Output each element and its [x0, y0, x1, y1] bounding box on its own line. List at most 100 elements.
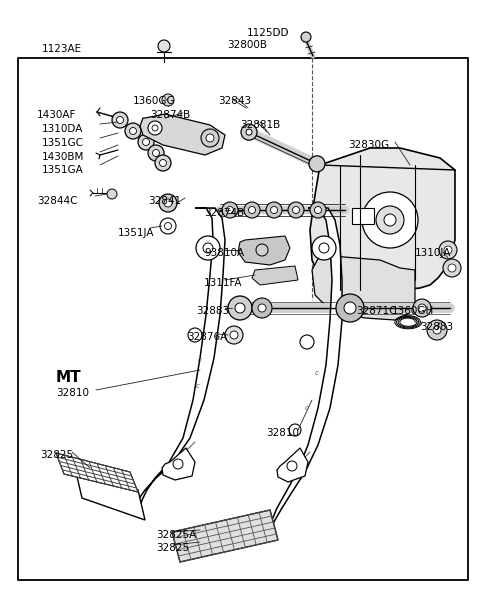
Circle shape: [112, 112, 128, 128]
Text: 32874B: 32874B: [204, 208, 244, 218]
Circle shape: [301, 32, 311, 42]
Circle shape: [266, 202, 282, 218]
Circle shape: [252, 298, 272, 318]
Polygon shape: [310, 148, 455, 295]
Text: 32800B: 32800B: [227, 40, 267, 50]
Text: 1430AF: 1430AF: [37, 110, 76, 120]
Circle shape: [143, 139, 149, 146]
Circle shape: [201, 129, 219, 147]
Circle shape: [413, 299, 431, 317]
Text: 1360GG: 1360GG: [133, 96, 176, 106]
Text: 32876A: 32876A: [187, 332, 227, 342]
Circle shape: [152, 125, 158, 131]
Circle shape: [314, 206, 322, 214]
Circle shape: [241, 124, 257, 140]
Circle shape: [362, 192, 418, 248]
Circle shape: [225, 326, 243, 344]
Text: 1351GA: 1351GA: [42, 165, 84, 175]
Circle shape: [418, 304, 426, 312]
Circle shape: [125, 123, 141, 139]
Circle shape: [173, 459, 183, 469]
Text: 1430BM: 1430BM: [42, 152, 84, 162]
Text: 32825: 32825: [156, 543, 189, 553]
Circle shape: [288, 202, 304, 218]
Text: c: c: [198, 357, 202, 363]
Circle shape: [336, 294, 364, 322]
Text: 32810: 32810: [56, 388, 89, 398]
Text: 93810A: 93810A: [204, 248, 244, 258]
Text: 32874B: 32874B: [150, 110, 190, 120]
Circle shape: [292, 206, 300, 214]
Circle shape: [433, 326, 441, 334]
Circle shape: [384, 214, 396, 226]
Text: 1310JA: 1310JA: [415, 248, 451, 258]
Circle shape: [148, 121, 162, 135]
Circle shape: [448, 264, 456, 272]
Circle shape: [256, 244, 268, 256]
Polygon shape: [132, 208, 225, 515]
Circle shape: [439, 241, 457, 259]
Text: c: c: [305, 405, 309, 411]
Circle shape: [138, 134, 154, 150]
Circle shape: [162, 94, 174, 106]
Circle shape: [427, 320, 447, 340]
Bar: [352, 208, 374, 224]
Polygon shape: [312, 255, 415, 320]
Text: 32830G: 32830G: [348, 140, 389, 150]
Text: 32883: 32883: [420, 322, 453, 332]
Circle shape: [244, 202, 260, 218]
Circle shape: [159, 159, 167, 167]
Circle shape: [249, 206, 255, 214]
Polygon shape: [252, 266, 298, 285]
Text: 1360GH: 1360GH: [392, 306, 434, 316]
Circle shape: [319, 243, 329, 253]
Circle shape: [196, 236, 220, 260]
Text: 1311FA: 1311FA: [204, 278, 242, 288]
Circle shape: [246, 129, 252, 135]
Circle shape: [258, 304, 266, 312]
Text: 1125DD: 1125DD: [247, 28, 289, 38]
Circle shape: [165, 223, 171, 230]
Polygon shape: [162, 448, 195, 480]
Text: 1310DA: 1310DA: [42, 124, 84, 134]
Circle shape: [271, 206, 277, 214]
Text: 32825A: 32825A: [156, 530, 196, 540]
Circle shape: [300, 335, 314, 349]
Polygon shape: [172, 510, 278, 562]
Circle shape: [227, 206, 233, 214]
Text: 32843: 32843: [218, 96, 251, 106]
Text: 32841: 32841: [148, 196, 181, 206]
Circle shape: [443, 259, 461, 277]
Text: 32844C: 32844C: [37, 196, 77, 206]
Polygon shape: [75, 468, 145, 520]
Circle shape: [309, 156, 325, 172]
Circle shape: [203, 243, 213, 253]
Text: c: c: [315, 370, 319, 376]
Circle shape: [235, 303, 245, 313]
Circle shape: [287, 461, 297, 471]
Circle shape: [376, 206, 404, 234]
Bar: [18, 58, 468, 580]
Text: 1351JA: 1351JA: [118, 228, 155, 238]
Text: 1123AE: 1123AE: [42, 44, 82, 54]
Polygon shape: [56, 453, 138, 492]
Circle shape: [344, 302, 356, 314]
Circle shape: [222, 202, 238, 218]
Text: 32881B: 32881B: [240, 120, 280, 130]
Circle shape: [206, 134, 214, 142]
Text: 32825: 32825: [40, 450, 73, 460]
Circle shape: [289, 424, 301, 436]
Polygon shape: [140, 114, 225, 155]
Circle shape: [153, 149, 159, 156]
Text: 32871C: 32871C: [356, 306, 396, 316]
Circle shape: [312, 236, 336, 260]
Circle shape: [159, 194, 177, 212]
Polygon shape: [277, 448, 308, 482]
Circle shape: [310, 202, 326, 218]
Circle shape: [158, 40, 170, 52]
Text: 32810: 32810: [266, 428, 299, 438]
Circle shape: [155, 155, 171, 171]
Circle shape: [117, 117, 123, 124]
Polygon shape: [238, 236, 290, 265]
Text: 1351GC: 1351GC: [42, 138, 84, 148]
